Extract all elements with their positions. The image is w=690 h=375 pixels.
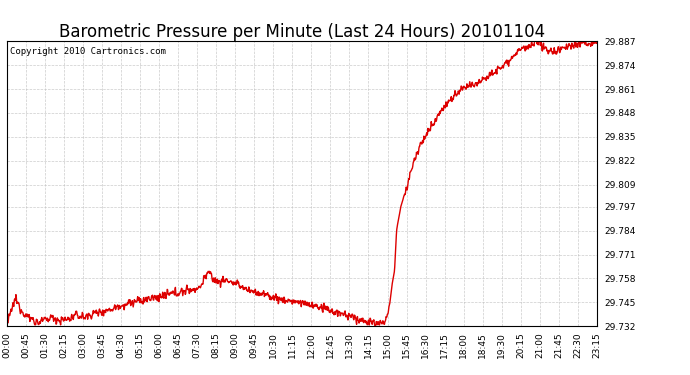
Text: Copyright 2010 Cartronics.com: Copyright 2010 Cartronics.com: [10, 47, 166, 56]
Title: Barometric Pressure per Minute (Last 24 Hours) 20101104: Barometric Pressure per Minute (Last 24 …: [59, 23, 545, 41]
